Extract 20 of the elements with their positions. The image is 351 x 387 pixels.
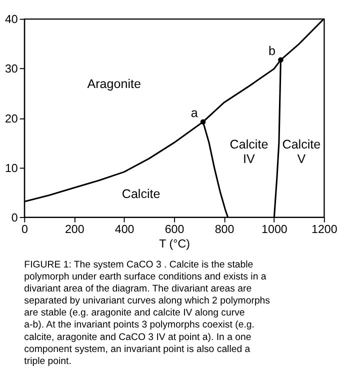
x-tick-label: 600 (164, 222, 184, 236)
y-tick-label: 10 (4, 162, 18, 175)
y-tick-label: 30 (4, 62, 18, 76)
x-tick-label: 200 (64, 222, 84, 236)
y-tick-label: 0 (11, 211, 18, 224)
annotation: Calcite V (282, 138, 321, 166)
annotation: Calcite IV (230, 138, 268, 166)
annotation: Aragonite (87, 77, 141, 92)
y-tick-label: 40 (4, 13, 18, 26)
annotation: b (268, 44, 276, 58)
text: FIGURE 1: The system CaCO 3 . Calcite is the stable polymorph under earth surface conditions and exists in a divariant area of the diagram. The divariant areas are separated by univariant curves along which 2 polymorphs are stable (e.g. aragonite and calcite IV along curve a-b). At the invariant points 3 polymorphs coexist (e.g. calcite, aragonite and CaCO 3 IV at point a). In a one component system, an invariant point is also called a triple point. (24, 259, 270, 367)
annotation: Calcite (122, 187, 160, 202)
x-tick-label: 1200 (312, 222, 338, 236)
annotation: a (190, 106, 198, 120)
x-tick-label: 0 (21, 222, 28, 236)
x-tick-label: 800 (214, 222, 234, 236)
x-tick-label: 400 (114, 222, 134, 236)
x-tick-label: 1000 (262, 222, 288, 236)
y-tick-label: 20 (4, 112, 18, 126)
x-axis-title: T (°C) (159, 237, 190, 250)
